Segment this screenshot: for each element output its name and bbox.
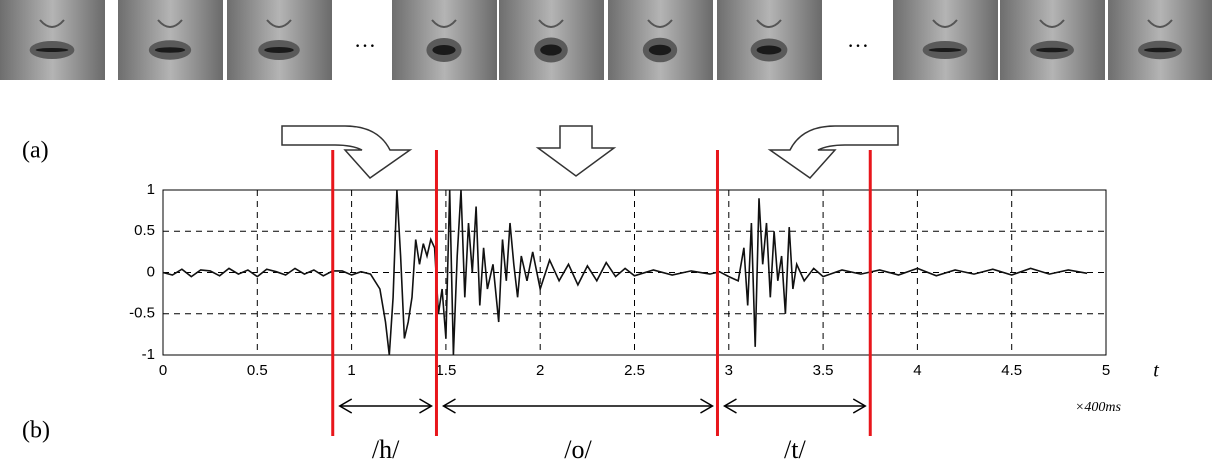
- mouth: [35, 48, 69, 52]
- mouth: [264, 47, 294, 53]
- face-image: [499, 0, 604, 80]
- arrow-head: [722, 398, 737, 414]
- x-axis-unit: ×400ms: [1075, 400, 1122, 415]
- nose: [932, 19, 958, 28]
- face-bg: [227, 0, 332, 80]
- panel-label: (a): [22, 138, 49, 164]
- y-tick-label: -1: [142, 346, 155, 363]
- y-tick-label: -0.5: [129, 305, 155, 322]
- x-tick-label: 4: [913, 362, 921, 379]
- arrow: [535, 125, 617, 177]
- face-image: [227, 0, 332, 80]
- y-tick-label: 0: [147, 263, 155, 280]
- plot: 10.50-0.5-10 0.5 1 1.5 2 2.5 3 3.5 4 4.5 5 t×400ms/…: [129, 150, 1159, 464]
- x-tick-label: 3: [725, 362, 733, 379]
- mouth: [540, 44, 562, 56]
- phoneme-label: /o/: [564, 435, 592, 464]
- x-tick-label: 0: [159, 362, 167, 379]
- face-image: [1108, 0, 1212, 80]
- x-tick-label: 0.5: [247, 362, 268, 379]
- nose: [538, 19, 564, 28]
- nose: [756, 19, 782, 28]
- mouth: [648, 44, 672, 56]
- face-bg: [118, 0, 223, 80]
- face-image: [717, 0, 822, 80]
- face-bg: [1108, 0, 1212, 80]
- face-image: [118, 0, 223, 80]
- face-image: [0, 0, 105, 80]
- phoneme-label: /h/: [372, 435, 400, 464]
- nose: [39, 19, 65, 28]
- waveform: [162, 189, 1088, 356]
- face-image: [893, 0, 998, 80]
- arrow-head: [700, 398, 714, 414]
- ellipsis: …: [847, 27, 869, 52]
- face-strip: [0, 0, 1212, 80]
- face-bg: [893, 0, 998, 80]
- y-tick-label: 1: [147, 181, 155, 198]
- y-tick-label: 0.5: [134, 222, 155, 239]
- nose: [266, 19, 292, 28]
- x-tick-label: 2.5: [624, 362, 645, 379]
- face-bg: [1000, 0, 1105, 80]
- arrow: [281, 125, 413, 179]
- face-bg: [0, 0, 105, 80]
- x-tick-label: 5: [1102, 362, 1110, 379]
- mouth: [756, 45, 782, 55]
- x-tick-label: 3.5: [813, 362, 834, 379]
- face-image: [608, 0, 713, 80]
- panel-label: (b): [22, 418, 50, 444]
- nose: [1039, 19, 1065, 28]
- face-image: [392, 0, 497, 80]
- mouth: [1144, 47, 1176, 53]
- phoneme-label: /t/: [784, 435, 806, 464]
- ellipsis: …: [354, 27, 376, 52]
- nose: [157, 19, 183, 28]
- arrow-head: [441, 398, 456, 414]
- x-tick-label: 1.5: [435, 362, 456, 379]
- mouth: [928, 48, 962, 52]
- arrow: [767, 125, 899, 179]
- nose: [431, 19, 457, 28]
- x-axis-label: t: [1153, 360, 1159, 382]
- mouth: [154, 47, 186, 53]
- mouth: [1036, 47, 1068, 53]
- nose: [647, 19, 673, 28]
- nose: [1147, 19, 1173, 28]
- mouth: [432, 45, 456, 55]
- arrow-head: [338, 398, 353, 414]
- x-tick-label: 4.5: [1001, 362, 1022, 379]
- arrow-head: [419, 398, 433, 414]
- arrow-head: [852, 398, 867, 414]
- x-tick-label: 1: [347, 362, 355, 379]
- x-tick-label: 2: [536, 362, 544, 379]
- face-image: [1000, 0, 1105, 80]
